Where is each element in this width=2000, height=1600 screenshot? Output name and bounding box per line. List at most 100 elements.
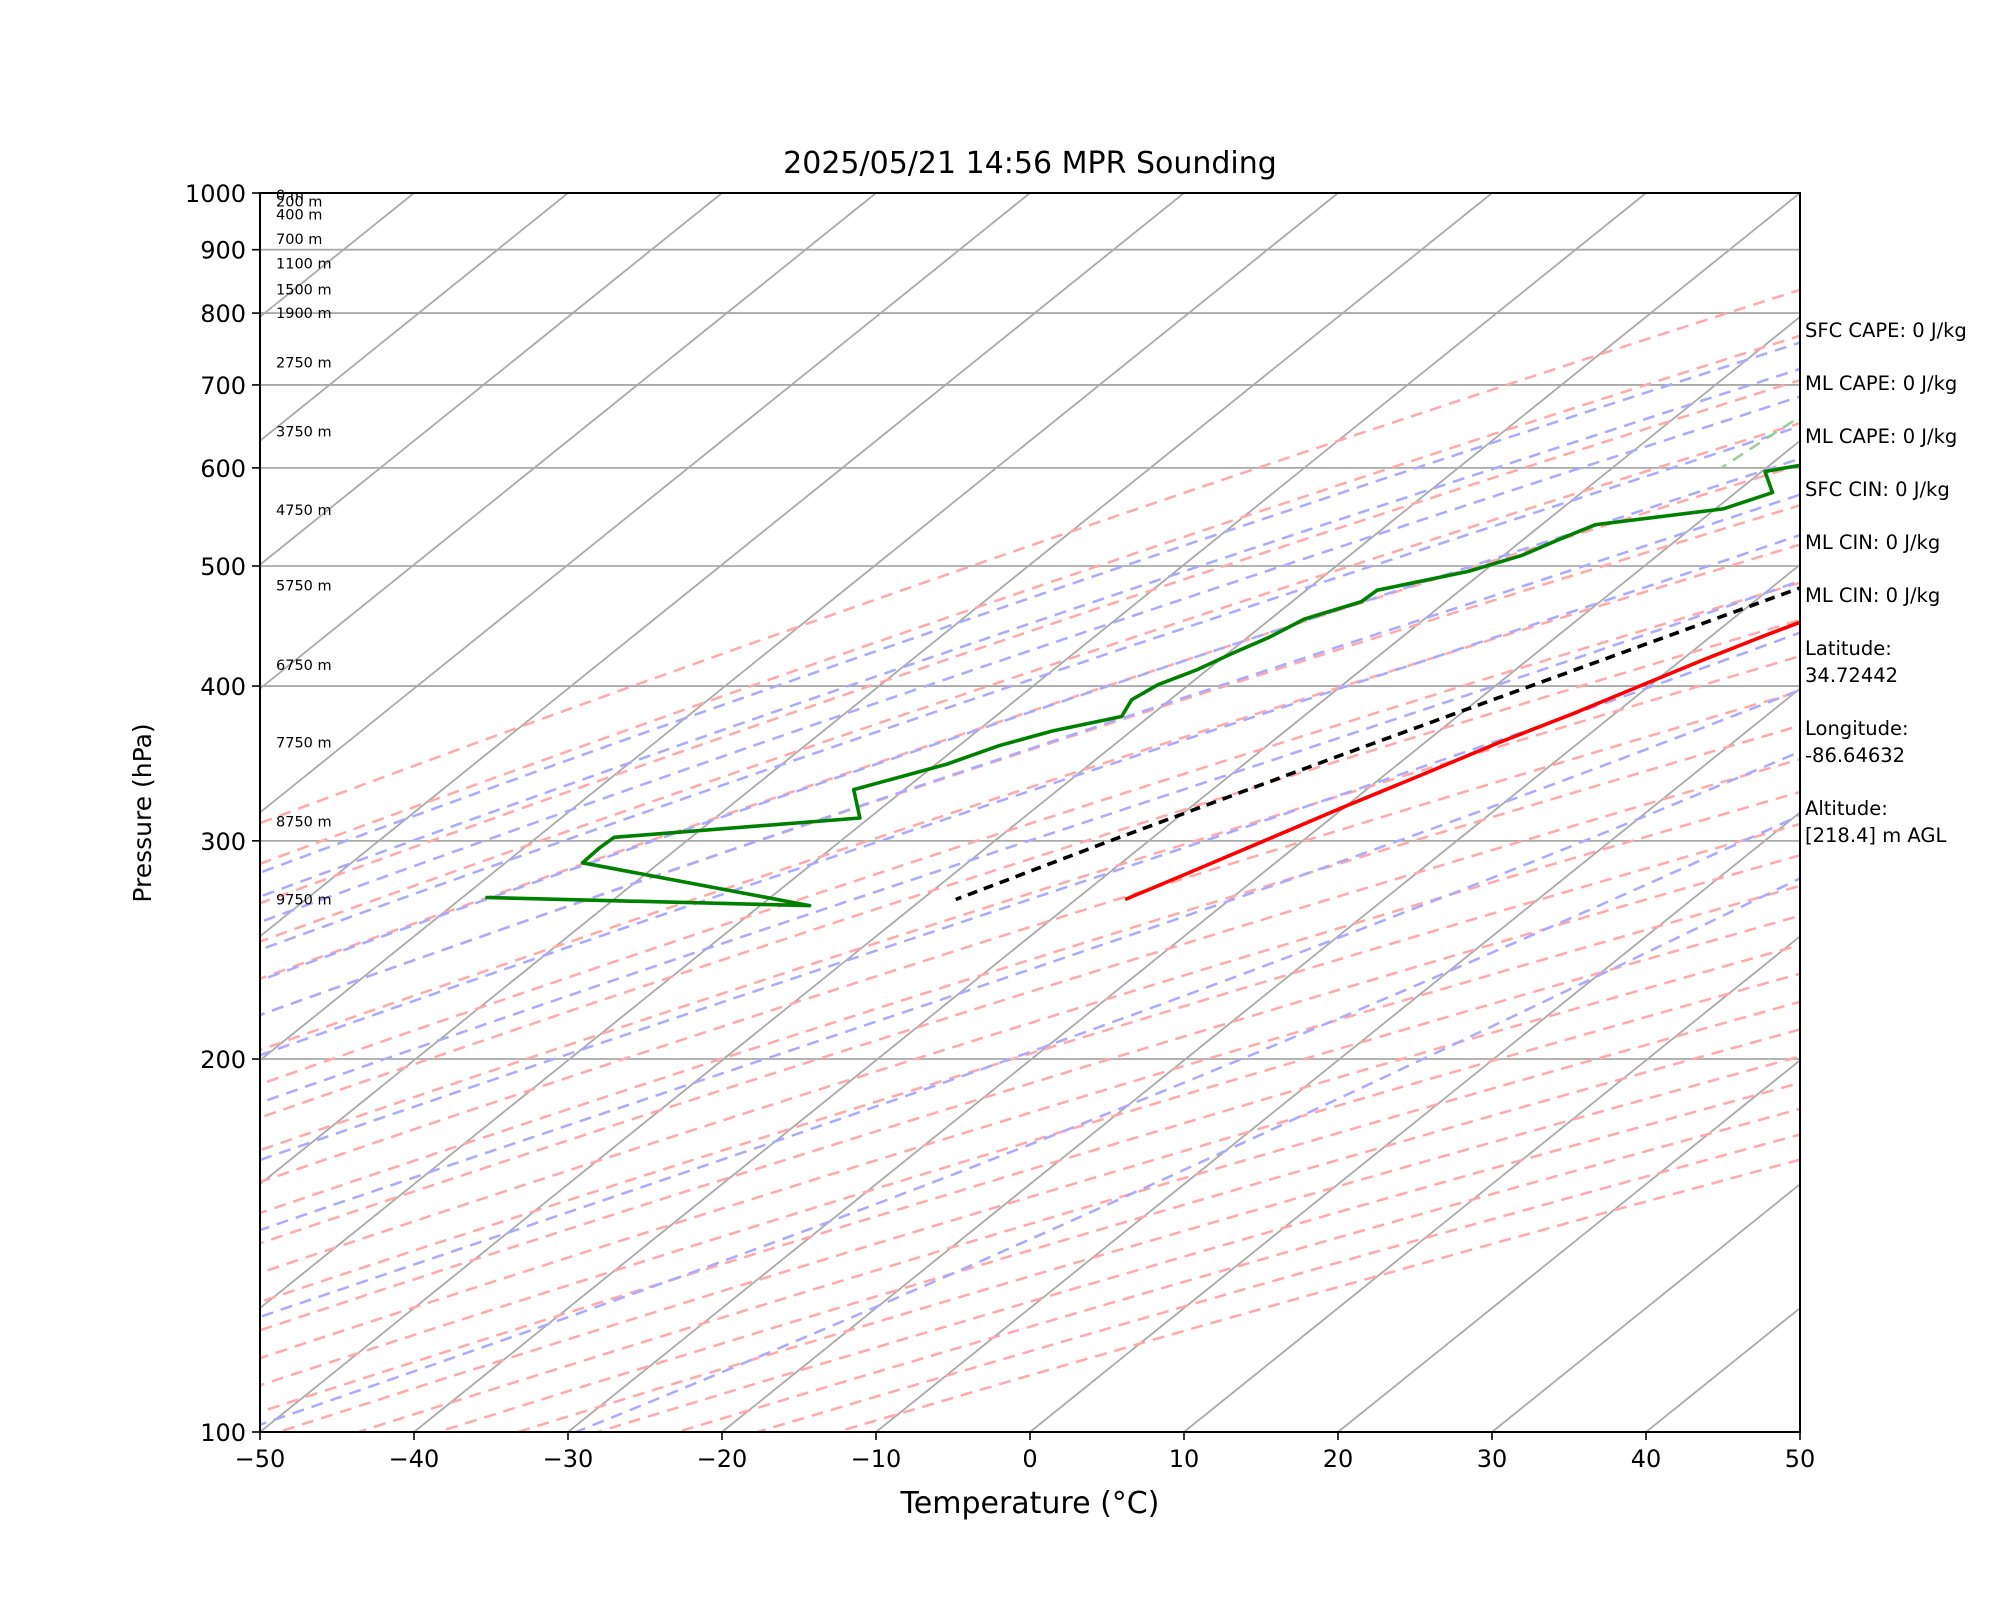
isotherm-line — [260, 193, 1647, 1310]
dry-adiabat-line — [260, 690, 1800, 1184]
isotherm-line — [1337, 1059, 1800, 1432]
isotherm-line — [260, 193, 723, 566]
moist-adiabat-line — [260, 493, 1800, 1017]
x-tick-label: 30 — [1477, 1445, 1508, 1473]
dry-adiabat-line — [260, 334, 1800, 866]
height-label: 400 m — [276, 207, 322, 223]
sounding-info-item: SFC CAPE: 0 J/kg — [1805, 318, 1967, 345]
sounding-info-line: Latitude: — [1805, 637, 1892, 660]
height-label: 2750 m — [276, 355, 332, 371]
dry-adiabat-line — [260, 378, 1800, 905]
sounding-info-line: ML CIN: 0 J/kg — [1805, 531, 1941, 554]
height-label: 3750 m — [276, 424, 332, 440]
dry-adiabat-line — [597, 1081, 1800, 1432]
height-label: 700 m — [276, 232, 322, 248]
dry-adiabat-line — [260, 884, 1800, 1360]
isotherm-line — [1183, 935, 1800, 1432]
sounding-info-item: ML CIN: 0 J/kg — [1805, 583, 1940, 610]
dry-adiabat-line — [260, 943, 1800, 1414]
moist-adiabat-line — [260, 631, 1800, 1162]
dry-adiabat-line — [260, 463, 1800, 981]
x-tick-label: −20 — [697, 1445, 748, 1473]
x-tick-label: 40 — [1631, 1445, 1662, 1473]
y-tick-label: 300 — [200, 828, 246, 856]
isotherm-line — [260, 193, 1031, 814]
sounding-info-line: 34.72442 — [1805, 663, 1899, 687]
dry-adiabat-line — [517, 1055, 1800, 1432]
y-tick-label: 600 — [200, 455, 246, 483]
dewpoint-line — [485, 463, 1800, 908]
height-label: 1900 m — [276, 306, 332, 322]
isotherm-line — [875, 687, 1800, 1432]
isotherm-line — [1029, 811, 1800, 1432]
sounding-info-line: ML CIN: 0 J/kg — [1805, 584, 1941, 607]
moist-adiabat-line — [260, 341, 1800, 874]
isotherm-line — [260, 193, 1185, 938]
moist-adiabat-line — [260, 533, 1800, 1057]
isotherm-line — [1954, 193, 2000, 1432]
dry-adiabat-line — [260, 543, 1800, 1052]
height-label: 5750 m — [276, 579, 332, 595]
background-lines — [0, 193, 2000, 1432]
sounding-info-line: SFC CAPE: 0 J/kg — [1805, 319, 1967, 342]
x-tick-label: −30 — [543, 1445, 594, 1473]
y-tick-label: 1000 — [185, 180, 246, 208]
dry-adiabat-line — [260, 654, 1800, 1152]
y-tick-label: 900 — [200, 237, 246, 265]
dry-adiabat-line — [260, 853, 1800, 1332]
isotherm-line — [260, 193, 1493, 1186]
y-tick-label: 400 — [200, 673, 246, 701]
sounding-info-item: ML CAPE: 0 J/kg — [1805, 371, 1957, 398]
moist-adiabat-line — [260, 367, 1800, 898]
x-tick-label: 0 — [1022, 1445, 1037, 1473]
x-tick-label: 20 — [1323, 1445, 1354, 1473]
height-label: 1100 m — [276, 257, 332, 273]
height-label: 4750 m — [276, 503, 332, 519]
x-tick-label: −50 — [235, 1445, 286, 1473]
dry-adiabat-line — [260, 503, 1800, 1017]
isotherm-line — [0, 193, 106, 1432]
sounding-info-item: Altitude: [218.4] m AGL — [1805, 796, 1946, 849]
height-label: 9750 m — [276, 893, 332, 909]
dry-adiabat-line — [260, 288, 1800, 825]
isotherm-line — [260, 193, 1800, 1432]
sounding-info-item: ML CAPE: 0 J/kg — [1805, 424, 1957, 451]
sounding-series — [485, 463, 1800, 908]
sounding-info-line: Longitude: — [1805, 717, 1909, 740]
height-label: 1500 m — [276, 282, 332, 298]
moist-adiabat-line — [260, 395, 1800, 924]
y-tick-label: 200 — [200, 1046, 246, 1074]
y-axis-label: Pressure (hPa) — [128, 723, 157, 902]
dry-adiabat-line — [260, 757, 1800, 1245]
y-tick-label: 100 — [200, 1419, 246, 1447]
temperature-line — [1124, 620, 1800, 902]
dry-adiabat-line — [278, 972, 1800, 1432]
dry-adiabat-line — [260, 618, 1800, 1119]
moist-adiabat-line — [260, 424, 1800, 952]
sounding-info-line: [218.4] m AGL — [1805, 823, 1947, 847]
height-label: 8750 m — [276, 814, 332, 830]
isotherm-line — [260, 193, 569, 442]
x-axis-label: Temperature (°C) — [900, 1486, 1160, 1521]
sounding-info-item: SFC CIN: 0 J/kg — [1805, 477, 1950, 504]
x-tick-label: −10 — [851, 1445, 902, 1473]
moist-adiabat-line — [260, 688, 1800, 1232]
x-tick-label: 50 — [1785, 1445, 1816, 1473]
sounding-info-item: Longitude: -86.64632 — [1805, 716, 1909, 769]
y-tick-label: 800 — [200, 300, 246, 328]
sounding-info-line: -86.64632 — [1805, 743, 1906, 767]
chart-title: 2025/05/21 14:56 MPR Sounding — [783, 146, 1277, 181]
isotherm-line — [260, 193, 1339, 1062]
sounding-info-line: SFC CIN: 0 J/kg — [1805, 478, 1950, 501]
moist-adiabat-line — [260, 814, 1800, 1427]
moist-adiabat-line — [260, 579, 1800, 1105]
isotherm-line — [1491, 1183, 1800, 1432]
dry-adiabat-line — [260, 421, 1800, 943]
y-tick-label: 700 — [200, 372, 246, 400]
dry-adiabat-line — [260, 724, 1800, 1215]
x-tick-label: −40 — [389, 1445, 440, 1473]
height-label: 6750 m — [276, 658, 332, 674]
y-tick-label: 500 — [200, 553, 246, 581]
sounding-info-item: Latitude: 34.72442 — [1805, 636, 1898, 689]
dry-adiabat-line — [260, 822, 1800, 1304]
